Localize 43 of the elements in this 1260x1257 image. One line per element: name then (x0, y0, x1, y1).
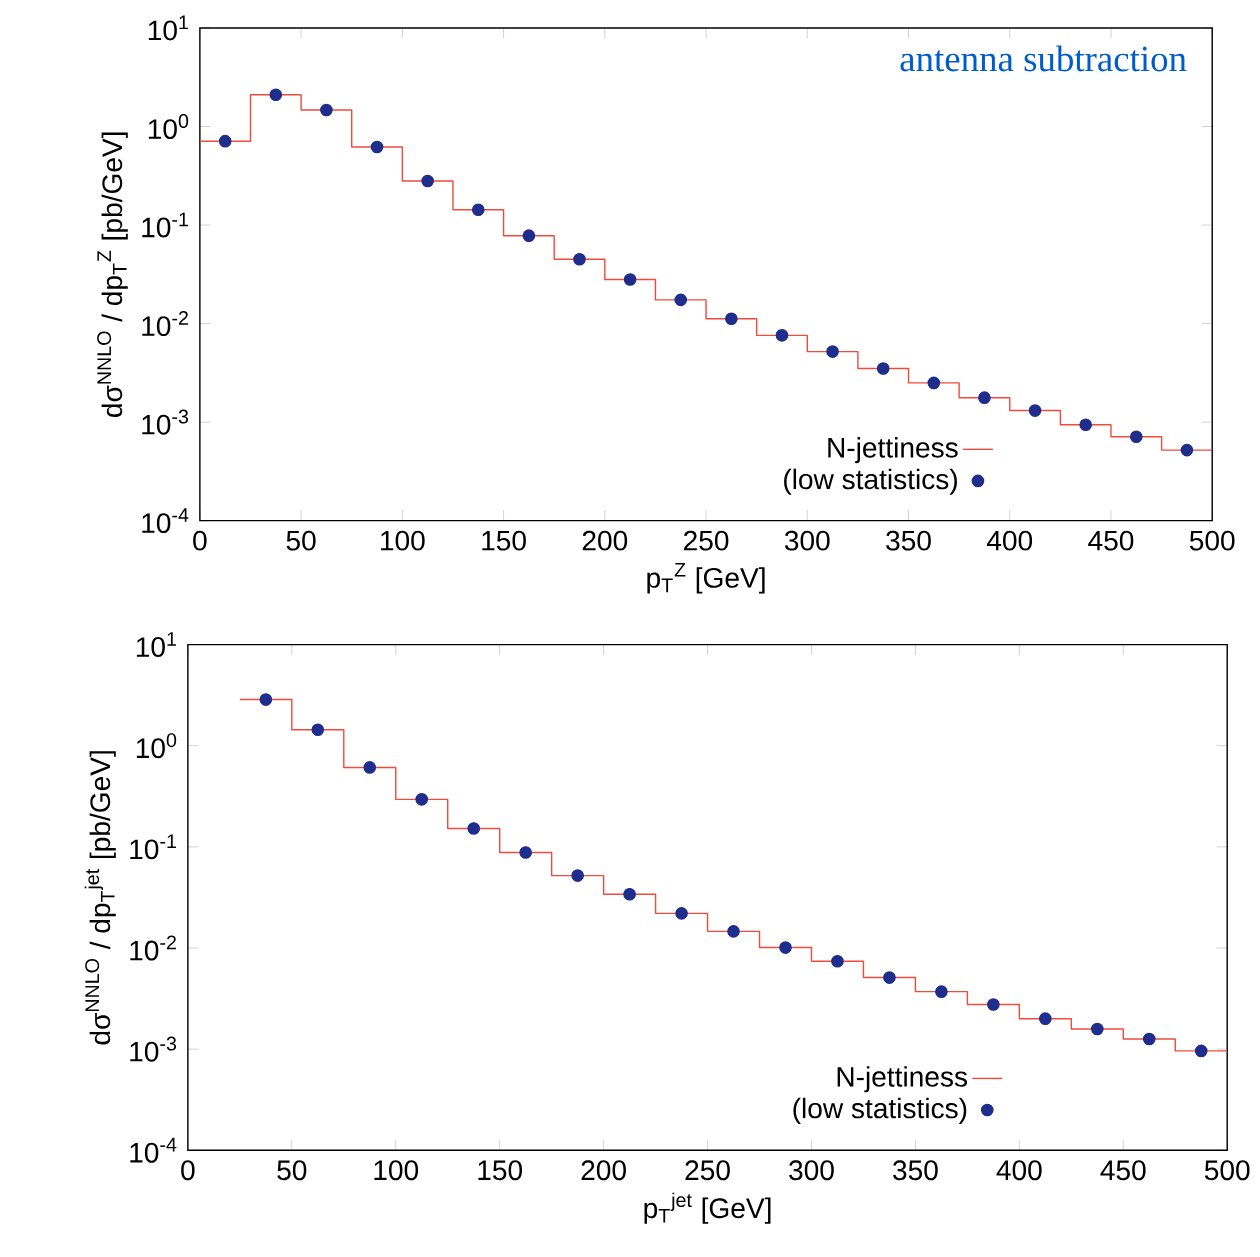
legend-label: (low statistics) (793, 1097, 967, 1124)
y-tick-label: 10$^{-1}$ (142, 212, 188, 238)
x-tick-label: 450 (1088, 530, 1134, 551)
y-tick-label: 10$^{-1}$ (130, 834, 176, 860)
x-tick-label: 450 (1100, 1160, 1146, 1181)
legend-label: N-jettiness (837, 1066, 968, 1093)
x-tick-label: 50 (286, 530, 316, 551)
x-tick-label: 0 (181, 1160, 195, 1181)
y-tick-label: 10$^{0}$ (148, 113, 189, 139)
x-tick-label: 300 (789, 1160, 834, 1181)
x-tick-label: 500 (1189, 530, 1235, 551)
x-tick-label: 50 (277, 1160, 307, 1181)
legend-label: (low statistics) (784, 468, 957, 495)
y-axis-title: dσ$^{NNLO}$ / dp$_{T}$$^{Z}$ [pb/GeV] (97, 132, 128, 417)
x-tick-label: 400 (986, 530, 1033, 551)
x-tick-label: 0 (193, 530, 207, 551)
x-axis-title: p$_{T}$$^{jet}$ [GeV] (644, 1192, 771, 1224)
x-tick-label: 250 (685, 1160, 730, 1181)
x-tick-label: 400 (996, 1160, 1042, 1181)
y-tick-label: 10$^{-2}$ (130, 935, 176, 961)
x-tick-label: 200 (582, 530, 628, 551)
x-tick-label: 250 (684, 530, 729, 551)
x-tick-label: 150 (478, 1160, 522, 1181)
x-axis-title: p$_{T}$$^{Z}$ [GeV] (647, 562, 765, 594)
y-tick-label: 10$^{1}$ (148, 15, 188, 41)
y-tick-label: 10$^{-2}$ (142, 310, 188, 337)
annotation: antenna subtraction (900, 45, 1187, 72)
y-tick-label: 10$^{-4}$ (142, 508, 189, 533)
y-tick-label: 10$^{-3}$ (130, 1036, 177, 1062)
x-tick-label: 350 (886, 530, 931, 551)
y-tick-label: 10$^{1}$ (136, 632, 176, 657)
y-tick-label: 10$^{-3}$ (142, 409, 189, 435)
y-tick-label: 10$^{0}$ (136, 733, 177, 759)
x-tick-label: 300 (784, 530, 830, 551)
x-tick-label: 500 (1204, 1160, 1250, 1181)
legend-label: N-jettiness (828, 436, 958, 464)
y-tick-label: 10$^{-4}$ (130, 1137, 177, 1163)
x-tick-label: 200 (581, 1160, 626, 1181)
x-tick-label: 350 (893, 1160, 938, 1181)
y-axis-title: dσ$^{NNLO}$ / dp$_{T}$$^{jet}$ [pb/GeV] (84, 751, 116, 1045)
x-tick-label: 100 (374, 1160, 419, 1181)
x-tick-label: 150 (482, 530, 526, 551)
x-tick-label: 100 (381, 530, 425, 551)
